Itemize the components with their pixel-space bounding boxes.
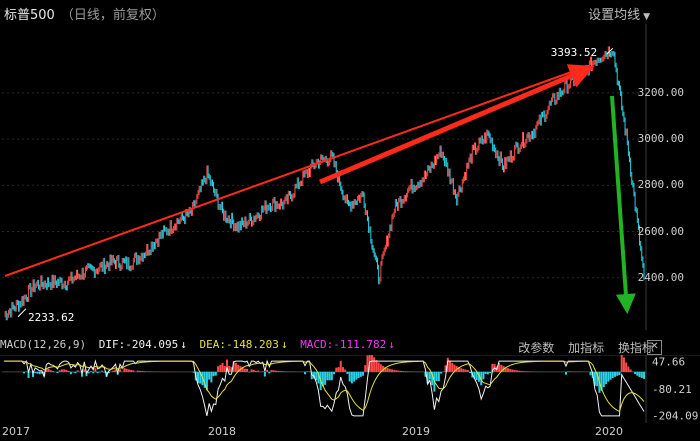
uptrend-arrow-head bbox=[319, 64, 595, 185]
ma-button-label: 设置均线 bbox=[588, 8, 641, 23]
high-marker-arrow bbox=[606, 47, 614, 55]
close-icon[interactable]: ✕ bbox=[647, 340, 662, 355]
chart-subtitle: （日线，前复权） bbox=[60, 8, 165, 23]
uptrend-arrow bbox=[4, 65, 589, 277]
set-moving-average-button[interactable]: 设置均线 ▼ bbox=[588, 4, 650, 23]
chart-title: 标普500 （日线，前复权） bbox=[4, 4, 165, 23]
time-tick-label: 2018 bbox=[208, 425, 236, 438]
dea-arrow-icon: ↓ bbox=[280, 338, 288, 351]
macd-tick-label: 47.66 bbox=[652, 356, 685, 369]
price-tick-label: 3000.00 bbox=[637, 132, 684, 146]
price-chart[interactable]: 3393.52 2233.62 bbox=[0, 24, 700, 330]
low-label: 2233.62 bbox=[28, 311, 74, 324]
price-tick-label: 3200.00 bbox=[637, 85, 684, 99]
high-label: 3393.52 bbox=[551, 46, 597, 59]
downtrend-arrow bbox=[610, 95, 636, 314]
low-marker-arrow bbox=[17, 308, 27, 318]
macd-tick-label: -204.09 bbox=[652, 410, 698, 423]
macd-chart[interactable]: 47.66 -80.21 -204.09 bbox=[0, 355, 700, 423]
macd-tick-label: -80.21 bbox=[652, 383, 692, 396]
time-tick-label: 2019 bbox=[402, 425, 430, 438]
dif-arrow-icon: ↓ bbox=[180, 338, 187, 351]
macd-actions: 改参数 加指标 换指标 bbox=[508, 339, 654, 356]
price-tick-label: 2800.00 bbox=[637, 178, 684, 192]
price-tick-label: 2400.00 bbox=[637, 270, 684, 284]
macd-indicator-name: MACD(12,26,9) bbox=[0, 338, 87, 351]
dea-value: DEA:-148.203 bbox=[199, 338, 279, 351]
dif-value: DIF:-204.095 bbox=[98, 338, 179, 351]
switch-indicator-button[interactable]: 换指标 bbox=[617, 341, 654, 355]
edit-params-button[interactable]: 改参数 bbox=[518, 341, 555, 355]
caret-down-icon: ▼ bbox=[643, 12, 650, 22]
macd-arrow-icon: ↓ bbox=[388, 338, 395, 351]
add-indicator-button[interactable]: 加指标 bbox=[568, 341, 605, 355]
macd-legend: MACD(12,26,9) DIF:-204.095 ↓ DEA:-148.203… bbox=[0, 338, 660, 358]
dea-line bbox=[4, 360, 645, 413]
macd-value: MACD:-111.782 bbox=[300, 338, 387, 351]
price-tick-label: 2600.00 bbox=[637, 224, 684, 238]
index-name: 标普500 bbox=[4, 8, 55, 23]
time-tick-label: 2020 bbox=[595, 425, 623, 438]
time-tick-label: 2017 bbox=[2, 425, 30, 438]
